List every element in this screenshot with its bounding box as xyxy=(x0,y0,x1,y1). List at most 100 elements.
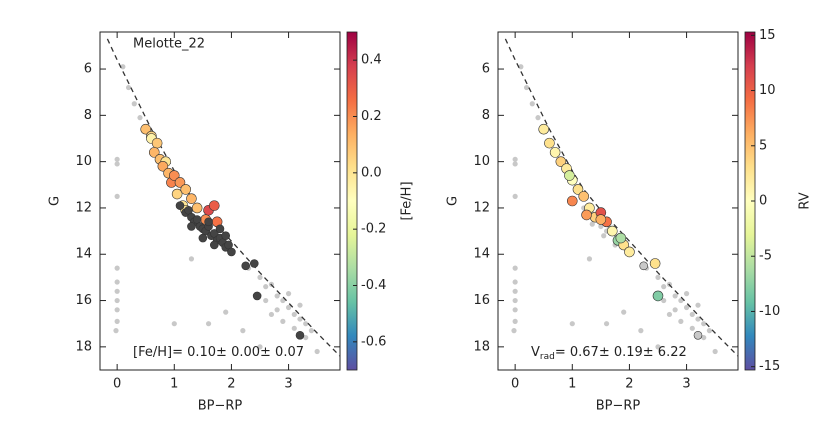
field-star xyxy=(706,328,713,334)
colorbar-tick-label: -15 xyxy=(759,359,780,374)
x-tick-label: 1 xyxy=(568,377,576,392)
field-star xyxy=(701,334,707,341)
colorbar-tick-label: -10 xyxy=(759,304,780,319)
member-star xyxy=(615,232,627,244)
field-star xyxy=(114,307,120,313)
member-star xyxy=(221,231,231,241)
field-star xyxy=(603,321,610,327)
field-star xyxy=(285,291,292,297)
field-star xyxy=(661,297,667,304)
plot-area xyxy=(106,38,340,357)
field-star xyxy=(171,321,177,327)
field-star xyxy=(125,84,132,91)
colorbar-tick-label: 0 xyxy=(759,194,767,209)
colorbar xyxy=(346,31,358,371)
field-star xyxy=(512,279,518,285)
colorbar-label: [Fe/H] xyxy=(400,181,415,220)
y-tick-label: 10 xyxy=(473,154,490,169)
member-star xyxy=(209,240,219,250)
y-tick-label: 8 xyxy=(482,108,490,123)
member-star xyxy=(649,258,661,269)
colorbar-tick-label: 10 xyxy=(759,83,776,98)
field-star xyxy=(113,328,119,334)
field-star xyxy=(114,288,120,294)
member-star xyxy=(693,330,703,340)
colorbar-tick-label: 0.0 xyxy=(361,165,382,180)
field-star xyxy=(712,348,718,355)
field-star xyxy=(683,291,690,297)
member-star xyxy=(639,261,649,271)
field-star xyxy=(120,64,126,70)
field-star xyxy=(263,284,269,290)
member-star xyxy=(174,177,186,188)
y-tick-label: 18 xyxy=(75,339,92,354)
field-star xyxy=(257,274,263,280)
field-star xyxy=(661,284,667,290)
member-star xyxy=(151,137,163,149)
y-tick-label: 14 xyxy=(75,247,92,262)
x-tick-label: 3 xyxy=(284,377,292,392)
colorbar-tick-label: 15 xyxy=(759,28,776,43)
field-star xyxy=(689,325,695,331)
field-star xyxy=(257,344,263,350)
colorbar-tick-label: -0.6 xyxy=(361,334,386,349)
field-star xyxy=(512,297,518,304)
field-star xyxy=(512,265,518,271)
member-star xyxy=(168,170,180,181)
field-star xyxy=(314,348,320,355)
field-star xyxy=(512,156,518,162)
field-star xyxy=(131,101,137,107)
field-star xyxy=(291,325,297,331)
member-star xyxy=(187,222,196,231)
field-star xyxy=(114,193,120,199)
field-star xyxy=(589,221,595,227)
colorbar-tick-label: -0.4 xyxy=(361,278,386,293)
field-star xyxy=(655,274,661,280)
field-star xyxy=(263,297,269,304)
x-tick-label: 2 xyxy=(227,377,235,392)
field-star xyxy=(638,328,644,334)
stat-label: V xyxy=(531,345,540,360)
y-axis-label: G xyxy=(48,196,63,206)
y-tick-label: 18 xyxy=(473,339,490,354)
member-star xyxy=(208,200,220,211)
member-star xyxy=(572,184,584,195)
y-tick-label: 12 xyxy=(473,200,490,215)
y-tick-label: 6 xyxy=(84,62,92,77)
y-tick-label: 12 xyxy=(75,200,92,215)
field-star xyxy=(683,304,690,311)
member-star xyxy=(186,193,197,204)
stat-label: [Fe/H] xyxy=(133,345,172,360)
field-star xyxy=(114,318,120,324)
x-tick-label: 0 xyxy=(113,377,121,392)
field-star xyxy=(308,328,315,334)
field-star xyxy=(529,101,535,107)
axes-frame xyxy=(99,31,341,371)
field-star xyxy=(666,311,673,318)
member-star xyxy=(204,217,213,227)
field-star xyxy=(240,328,246,334)
field-star xyxy=(678,297,684,304)
colorbar-tick-label: -0.2 xyxy=(361,222,386,237)
colorbar-tick-label: 5 xyxy=(759,138,767,153)
field-star xyxy=(285,304,292,311)
field-star xyxy=(291,311,297,318)
field-star xyxy=(280,297,286,304)
field-star xyxy=(137,115,143,121)
member-star xyxy=(241,261,251,271)
isochrone xyxy=(106,38,340,357)
stat-text: [Fe/H]= 0.10± 0.00± 0.07 xyxy=(133,345,304,360)
field-star xyxy=(274,307,280,313)
member-star xyxy=(595,214,607,225)
field-star xyxy=(689,311,695,318)
field-star xyxy=(114,297,120,304)
member-star xyxy=(544,137,555,149)
annotation: Melotte_22 xyxy=(133,37,205,52)
member-star xyxy=(227,247,236,257)
stat-text: Vrad= 0.67± 0.19± 6.22 xyxy=(531,345,687,362)
y-tick-label: 8 xyxy=(84,108,92,123)
stat-value: = 0.67± 0.19± 6.22 xyxy=(555,345,687,360)
field-star xyxy=(621,309,627,315)
field-star xyxy=(672,293,678,299)
